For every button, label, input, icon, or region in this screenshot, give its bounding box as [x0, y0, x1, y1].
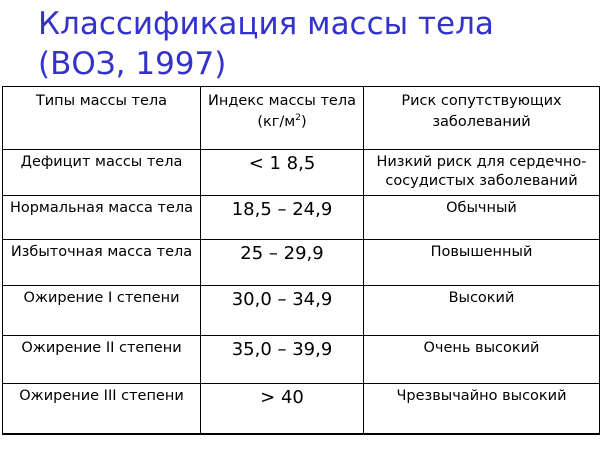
- title-line-2: (ВОЗ, 1997): [38, 46, 227, 82]
- cell-range: < 1 8,5: [200, 149, 364, 196]
- cell-risk: Обычный: [363, 195, 600, 240]
- table-row: Ожирение I степени 30,0 – 34,9 Высокий: [2, 285, 600, 336]
- table-row: Ожирение II степени 35,0 – 39,9 Очень вы…: [2, 335, 600, 384]
- header-risk: Риск сопутствующих заболеваний: [401, 93, 562, 130]
- bmi-classification-table: Типы массы тела Индекс массы тела (кг/м2…: [2, 86, 600, 435]
- table-row: Дефицит массы тела < 1 8,5 Низкий риск д…: [2, 149, 600, 196]
- page-title: Классификация массы тела (ВОЗ, 1997): [38, 4, 494, 84]
- cell-type: Нормальная масса тела: [2, 195, 201, 240]
- cell-type: Ожирение I степени: [2, 285, 201, 336]
- header-cell-type: Типы массы тела: [2, 86, 201, 150]
- table-row: Ожирение III степени > 40 Чрезвычайно вы…: [2, 383, 600, 435]
- cell-risk: Низкий риск для сердечно-сосудистых забо…: [363, 149, 600, 196]
- table-row: Нормальная масса тела 18,5 – 24,9 Обычны…: [2, 195, 600, 240]
- header-index-prefix: Индекс массы тела (кг/м: [208, 93, 356, 130]
- cell-risk: Высокий: [363, 285, 600, 336]
- cell-risk: Повышенный: [363, 239, 600, 286]
- cell-range: 18,5 – 24,9: [200, 195, 364, 240]
- cell-type: Избыточная масса тела: [2, 239, 201, 286]
- title-line-1: Классификация массы тела: [38, 6, 494, 42]
- cell-type: Дефицит массы тела: [2, 149, 201, 196]
- cell-risk: Очень высокий: [363, 335, 600, 384]
- header-index-sup: 2: [295, 113, 301, 124]
- cell-range: 30,0 – 34,9: [200, 285, 364, 336]
- cell-range: > 40: [200, 383, 364, 435]
- header-index: Индекс массы тела (кг/м2): [208, 93, 356, 130]
- table-header-row: Типы массы тела Индекс массы тела (кг/м2…: [2, 86, 600, 150]
- cell-type: Ожирение III степени: [2, 383, 201, 435]
- header-index-suffix: ): [300, 114, 307, 130]
- cell-type: Ожирение II степени: [2, 335, 201, 384]
- cell-range: 25 – 29,9: [200, 239, 364, 286]
- header-cell-risk: Риск сопутствующих заболеваний: [363, 86, 600, 150]
- header-cell-index: Индекс массы тела (кг/м2): [200, 86, 364, 150]
- cell-range: 35,0 – 39,9: [200, 335, 364, 384]
- header-type: Типы массы тела: [35, 93, 168, 109]
- cell-risk: Чрезвычайно высокий: [363, 383, 600, 435]
- table-row: Избыточная масса тела 25 – 29,9 Повышенн…: [2, 239, 600, 286]
